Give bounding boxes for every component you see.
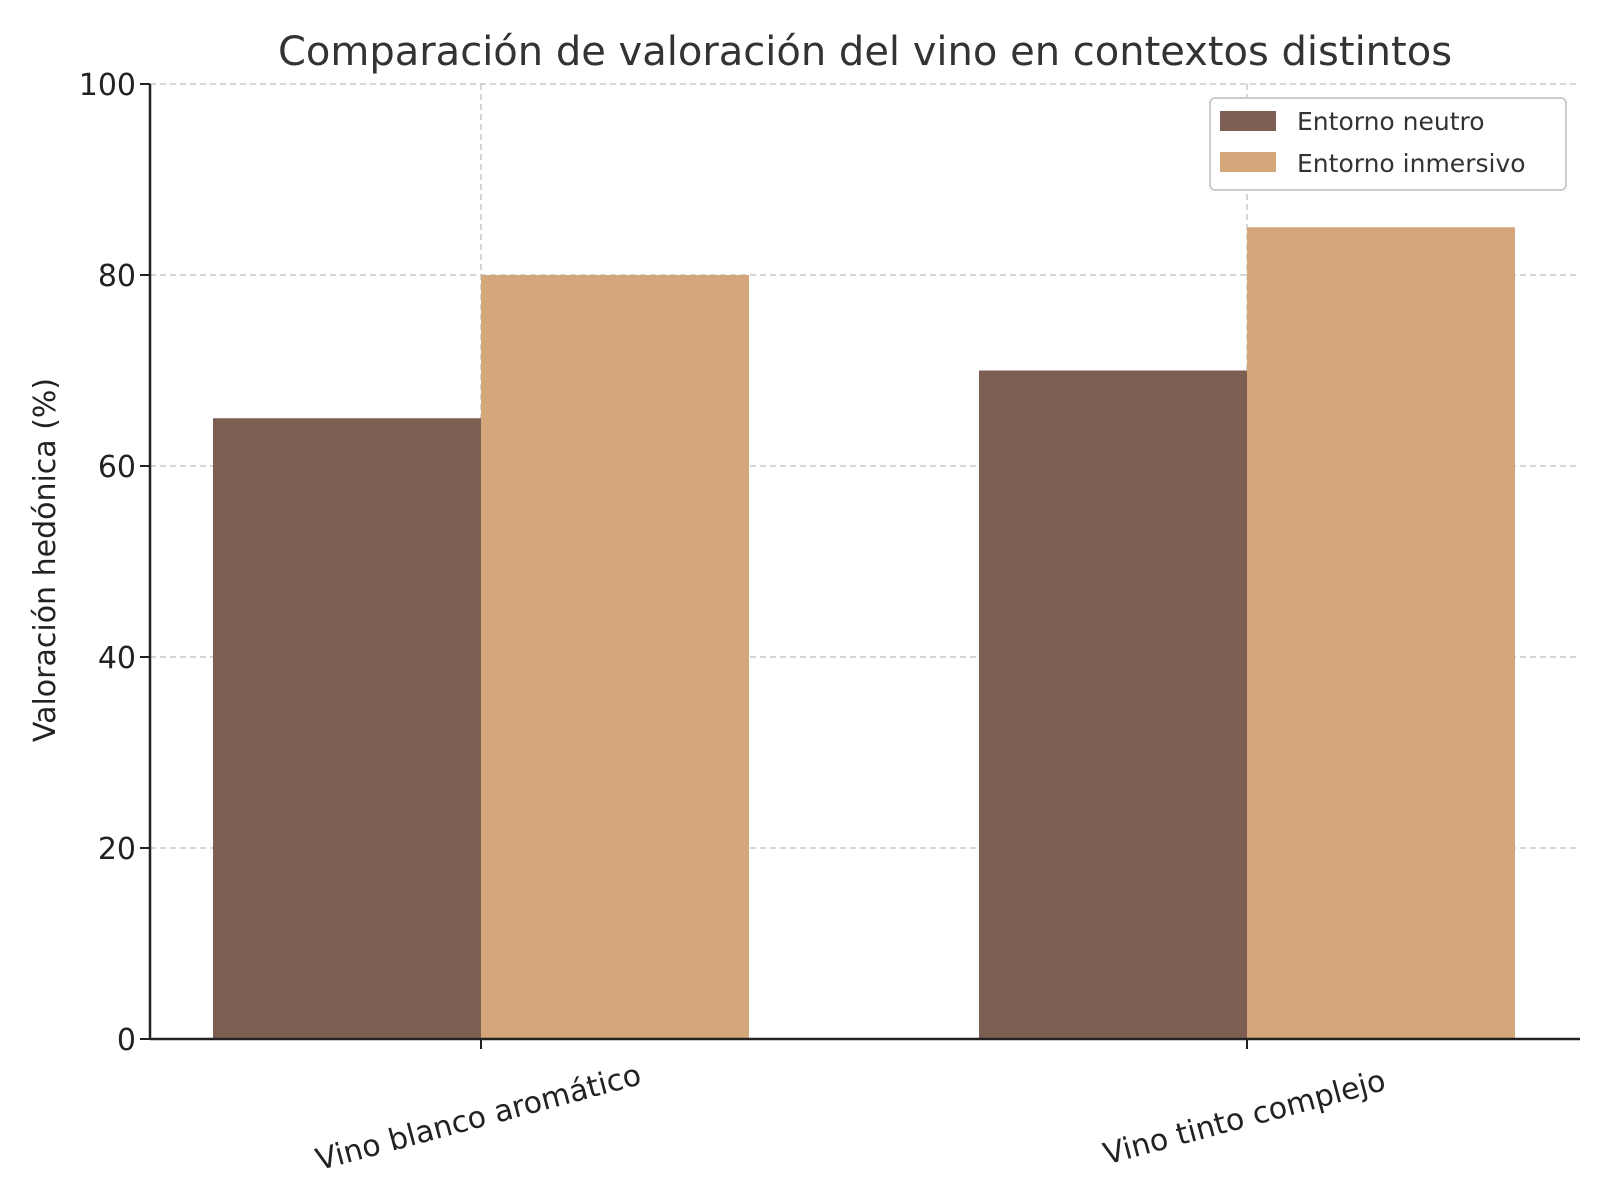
legend-label-inmersivo: Entorno inmersivo	[1297, 149, 1526, 178]
y-tick-label: 20	[98, 832, 136, 867]
legend-frame	[1209, 97, 1567, 191]
y-tick-label: 80	[98, 259, 136, 294]
legend-label-neutro: Entorno neutro	[1297, 107, 1485, 136]
legend-swatch-inmersivo	[1220, 152, 1276, 172]
chart-title: Comparación de valoración del vino en co…	[278, 29, 1452, 75]
y-tick-labels: 0 20 40 60 80 100	[79, 68, 136, 1058]
bar-neutro-1	[213, 418, 481, 1039]
bar-inmersivo-1	[481, 275, 749, 1039]
bar-neutro-2	[979, 370, 1247, 1039]
axes	[140, 83, 1580, 1049]
y-tick-label: 60	[98, 450, 136, 485]
bars	[213, 227, 1515, 1039]
legend-swatch-neutro	[1220, 111, 1276, 131]
y-tick-label: 0	[117, 1023, 136, 1058]
y-tick-label: 100	[79, 68, 136, 103]
y-axis-label: Valoración hedónica (%)	[28, 378, 63, 742]
y-tick-label: 40	[98, 641, 136, 676]
bar-inmersivo-2	[1247, 227, 1515, 1039]
legend: Entorno neutro Entorno inmersivo	[1209, 97, 1567, 191]
